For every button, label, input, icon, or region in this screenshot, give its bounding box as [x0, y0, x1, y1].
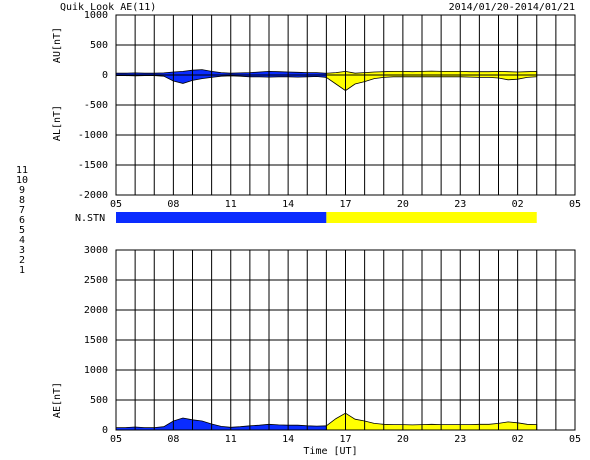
x-tick-label: 11 — [225, 199, 237, 210]
x-tick-label: 11 — [225, 434, 237, 445]
x-tick-label: 05 — [569, 434, 581, 445]
x-tick-label: 02 — [512, 434, 524, 445]
x-tick-label: 17 — [339, 199, 351, 210]
y-tick-label: 2000 — [84, 305, 108, 316]
x-tick-label: 17 — [339, 434, 351, 445]
y-tick-label: 2500 — [84, 275, 108, 286]
x-tick-label: 05 — [569, 199, 581, 210]
date-range: 2014/01/20-2014/01/21 — [449, 2, 575, 13]
y-tick-label: 1000 — [84, 10, 108, 21]
area-ae — [115, 417, 327, 431]
y-tick-label: 0 — [102, 425, 108, 436]
y-tick-label: 0 — [102, 70, 108, 81]
x-tick-label: 05 — [110, 199, 122, 210]
x-tick-label: 20 — [397, 434, 409, 445]
station-legend-label: 9 — [19, 185, 25, 196]
area-au — [325, 70, 538, 76]
stations-label: N.STN — [75, 213, 105, 224]
station-legend-label: 4 — [19, 235, 25, 246]
y-tick-label: 500 — [90, 395, 108, 406]
x-tick-label: 23 — [454, 434, 466, 445]
y-tick-label: 1500 — [84, 335, 108, 346]
y-axis-label: AE[nT] — [52, 382, 63, 418]
x-tick-label: 14 — [282, 434, 294, 445]
x-tick-label: 23 — [454, 199, 466, 210]
station-bar — [116, 212, 327, 223]
station-bar — [326, 212, 537, 223]
y-tick-label: 1000 — [84, 365, 108, 376]
area-al — [325, 74, 538, 92]
y-tick-label: -1000 — [78, 130, 108, 141]
station-legend-label: 1 — [19, 265, 25, 276]
y-tick-label: -1500 — [78, 160, 108, 171]
y-axis-label: AU[nT] — [52, 27, 63, 63]
title: Quik Look AE(11) — [60, 2, 156, 13]
station-legend-label: 8 — [19, 195, 25, 206]
station-legend-label: 6 — [19, 215, 25, 226]
station-legend-label: 3 — [19, 245, 25, 256]
station-legend-label: 5 — [19, 225, 25, 236]
station-legend-label: 11 — [16, 165, 28, 176]
y-tick-label: 3000 — [84, 245, 108, 256]
x-axis-label: Time [UT] — [303, 446, 357, 457]
station-legend-label: 2 — [19, 255, 25, 266]
x-tick-label: 20 — [397, 199, 409, 210]
y-axis-label: AL[nT] — [52, 105, 63, 141]
plot-frame — [115, 14, 576, 196]
area-al — [115, 74, 327, 84]
y-tick-label: 500 — [90, 40, 108, 51]
y-tick-label: -2000 — [78, 190, 108, 201]
x-tick-label: 08 — [167, 434, 179, 445]
station-legend-label: 10 — [16, 175, 28, 186]
y-tick-label: -500 — [84, 100, 108, 111]
area-au — [115, 69, 327, 76]
station-legend-label: 7 — [19, 205, 25, 216]
x-tick-label: 02 — [512, 199, 524, 210]
x-tick-label: 14 — [282, 199, 294, 210]
plot-frame — [115, 249, 576, 431]
x-tick-label: 08 — [167, 199, 179, 210]
x-tick-label: 05 — [110, 434, 122, 445]
area-ae — [325, 412, 538, 431]
